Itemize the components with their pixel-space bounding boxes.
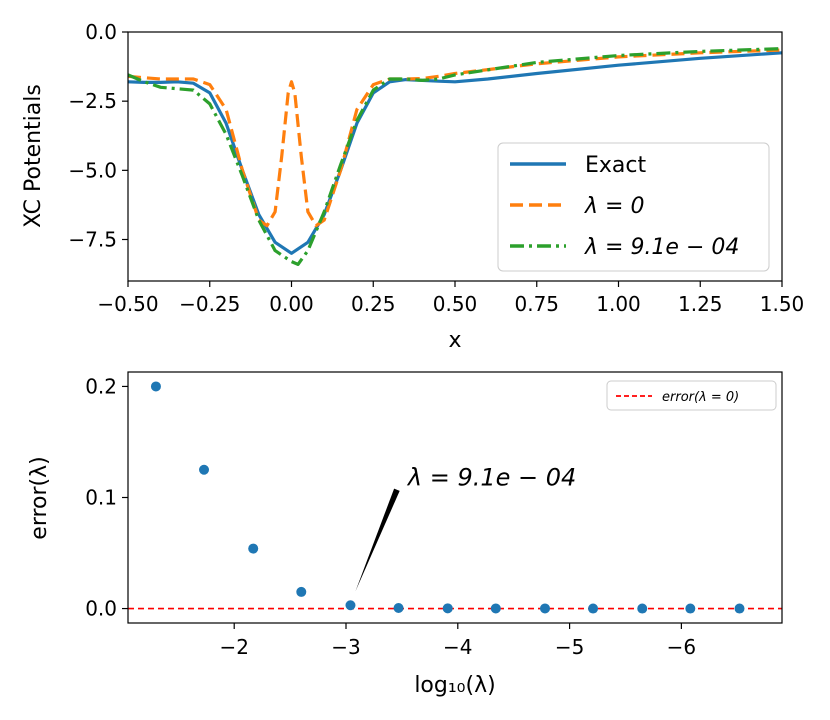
top-x-axis-label: x (448, 328, 461, 353)
top-y-tick-label: −5.0 (68, 158, 117, 182)
top-x-tick-label: 0.00 (269, 292, 314, 316)
bottom-y-ticks: 0.0 0.1 0.2 (85, 374, 128, 621)
scatter-point (588, 603, 599, 614)
scatter-point (393, 603, 404, 614)
top-chart: −0.50 −0.25 0.00 0.25 0.50 0.75 1.00 1.25 1.50 0… (21, 20, 804, 353)
legend-label-error-lambda-0: error(λ = 0) (662, 390, 739, 405)
bottom-legend-box (606, 380, 777, 411)
top-x-tick-label: 1.25 (678, 292, 723, 316)
top-series-group (127, 47, 783, 266)
top-y-ticks: 0.0 −2.5 −5.0 −7.5 (68, 20, 128, 252)
top-x-ticks: −0.50 −0.25 0.00 0.25 0.50 0.75 1.00 1.25 1.50 (97, 281, 804, 316)
top-y-tick-label: 0.0 (85, 20, 117, 44)
top-x-tick-label: 0.50 (433, 292, 478, 316)
top-x-tick-label: 1.50 (760, 292, 805, 316)
scatter-point (199, 464, 210, 475)
scatter-point (539, 603, 550, 614)
bottom-x-tick-label: −2 (219, 635, 248, 659)
series-line-1 (127, 48, 783, 228)
annotation: λ = 9.1e − 04 (355, 464, 576, 592)
top-legend: Exact λ = 0 λ = 9.1e − 04 (497, 142, 770, 272)
series-line-2 (127, 47, 783, 266)
top-x-tick-label: −0.50 (97, 292, 158, 316)
top-legend-box (497, 142, 770, 272)
annotation-label: λ = 9.1e − 04 (406, 464, 576, 492)
scatter-point (296, 586, 307, 597)
bottom-y-axis-label: error(λ) (27, 456, 52, 539)
bottom-x-tick-label: −5 (555, 635, 584, 659)
scatter-point (150, 381, 161, 392)
legend-label-lambda-0: λ = 0 (584, 194, 644, 219)
scatter-point (734, 603, 745, 614)
annotation-arrow (355, 488, 400, 592)
top-x-tick-label: 0.25 (351, 292, 396, 316)
scatter-point (442, 603, 453, 614)
scatter-point (637, 603, 648, 614)
top-x-tick-label: 1.00 (596, 292, 641, 316)
bottom-x-ticks: −2 −3 −4 −5 −6 (219, 623, 696, 659)
bottom-x-tick-label: −6 (667, 635, 696, 659)
legend-label-exact: Exact (585, 153, 646, 178)
bottom-x-tick-label: −4 (443, 635, 472, 659)
bottom-y-tick-label: 0.2 (85, 374, 117, 398)
bottom-chart: −2 −3 −4 −5 −6 0.0 0.1 0.2 log₁₀(λ) error(λ) λ… (27, 371, 783, 698)
bottom-y-tick-label: 0.1 (85, 486, 117, 510)
top-x-tick-label: −0.25 (179, 292, 240, 316)
top-y-axis-label: XC Potentials (21, 84, 46, 228)
bottom-legend: error(λ = 0) (606, 380, 777, 411)
scatter-point (345, 600, 356, 611)
legend-label-lambda-opt: λ = 9.1e − 04 (584, 235, 739, 260)
scatter-points-group (150, 381, 745, 614)
bottom-y-tick-label: 0.0 (85, 597, 117, 621)
top-x-tick-label: 0.75 (514, 292, 559, 316)
scatter-point (248, 543, 259, 554)
bottom-x-axis-label: log₁₀(λ) (414, 673, 495, 698)
bottom-x-tick-label: −3 (331, 635, 360, 659)
scatter-point (685, 603, 696, 614)
top-y-tick-label: −2.5 (68, 89, 117, 113)
scatter-point (490, 603, 501, 614)
top-y-tick-label: −7.5 (68, 228, 117, 252)
